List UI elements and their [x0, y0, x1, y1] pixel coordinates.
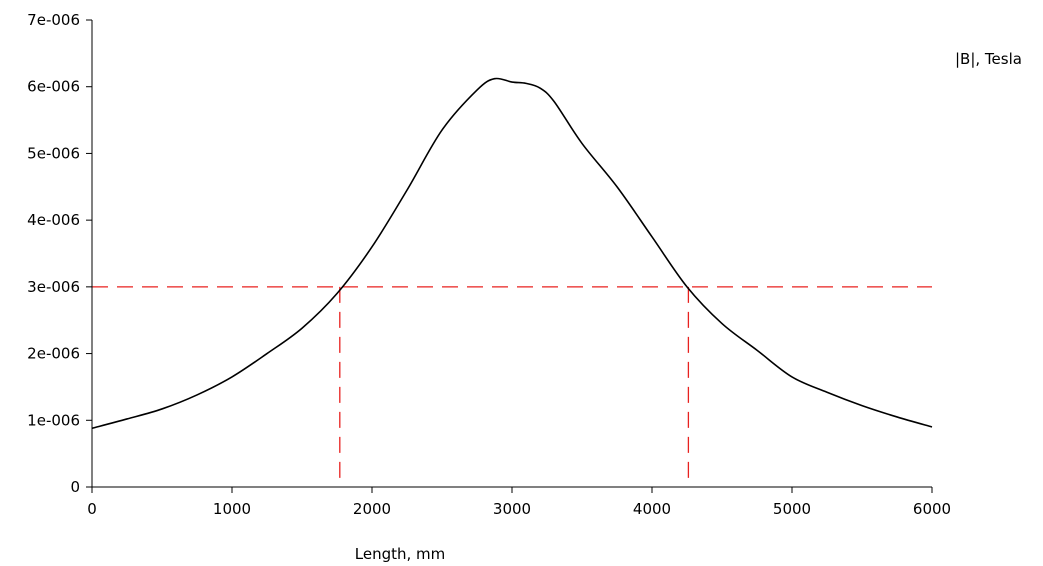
x-tick-label: 4000: [633, 500, 671, 518]
y-tick-label: 0: [70, 478, 80, 496]
x-tick-label: 2000: [353, 500, 391, 518]
x-ticks: 0 1000 2000 3000 4000 5000 6000: [87, 487, 951, 518]
x-axis-label: Length, mm: [355, 545, 446, 563]
x-tick-label: 1000: [213, 500, 251, 518]
y-tick-label: 7e-006: [27, 11, 80, 29]
axes: [91, 20, 932, 488]
y-tick-label: 1e-006: [27, 411, 80, 429]
y-tick-label: 6e-006: [27, 78, 80, 96]
y-tick-label: 4e-006: [27, 211, 80, 229]
y-tick-label: 2e-006: [27, 345, 80, 363]
y-tick-label: 3e-006: [27, 278, 80, 296]
x-tick-label: 3000: [493, 500, 531, 518]
x-tick-label: 6000: [913, 500, 951, 518]
reference-lines: [92, 286, 932, 487]
x-tick-label: 0: [87, 500, 97, 518]
y-ticks: 0 1e-006 2e-006 3e-006 4e-006 5e-006 6e-006 7e-…: [27, 11, 92, 496]
field-magnitude-line: [91, 77, 933, 430]
y-tick-label: 5e-006: [27, 144, 80, 162]
x-tick-label: 5000: [773, 500, 811, 518]
y-axis-label: |B|, Tesla: [955, 50, 1022, 68]
data-series: [91, 77, 933, 430]
